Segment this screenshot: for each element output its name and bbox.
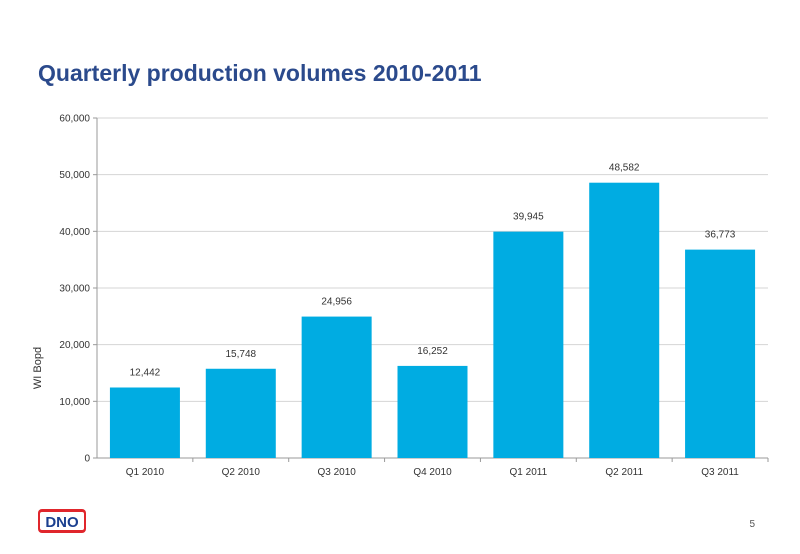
x-tick-label: Q2 2010: [222, 467, 261, 478]
data-label: 15,748: [225, 349, 256, 360]
x-tick-label: Q4 2010: [413, 467, 452, 478]
x-tick-label: Q1 2010: [126, 467, 165, 478]
data-label: 16,252: [417, 346, 448, 357]
x-tick-label: Q1 2011: [510, 467, 548, 478]
data-label: 36,773: [705, 230, 736, 241]
y-tick-label: 10,000: [59, 397, 90, 408]
bar: [301, 316, 372, 458]
x-tick-label: Q2 2011: [605, 467, 643, 478]
bar: [109, 387, 180, 458]
bar: [493, 231, 564, 458]
y-axis-label: WI Bopd: [32, 347, 44, 389]
slide-title: Quarterly production volumes 2010-2011: [38, 60, 482, 86]
page-number: 5: [749, 519, 755, 530]
data-label: 24,956: [321, 297, 352, 308]
data-label: 12,442: [130, 367, 161, 378]
bar: [205, 368, 276, 458]
data-label: 48,582: [609, 163, 640, 174]
svg-text:DNO: DNO: [45, 514, 79, 531]
data-label: 39,945: [513, 212, 544, 223]
bar: [397, 365, 468, 458]
y-tick-label: 50,000: [59, 170, 90, 181]
y-tick-label: 30,000: [59, 284, 90, 295]
y-tick-label: 20,000: [59, 340, 90, 351]
dno-logo: DNO: [38, 509, 86, 533]
y-tick-label: 0: [84, 454, 90, 465]
y-tick-label: 40,000: [59, 227, 90, 238]
bar: [589, 182, 660, 458]
bar: [685, 249, 756, 458]
x-tick-label: Q3 2011: [701, 467, 739, 478]
y-tick-label: 60,000: [59, 114, 90, 125]
x-tick-label: Q3 2010: [317, 467, 356, 478]
